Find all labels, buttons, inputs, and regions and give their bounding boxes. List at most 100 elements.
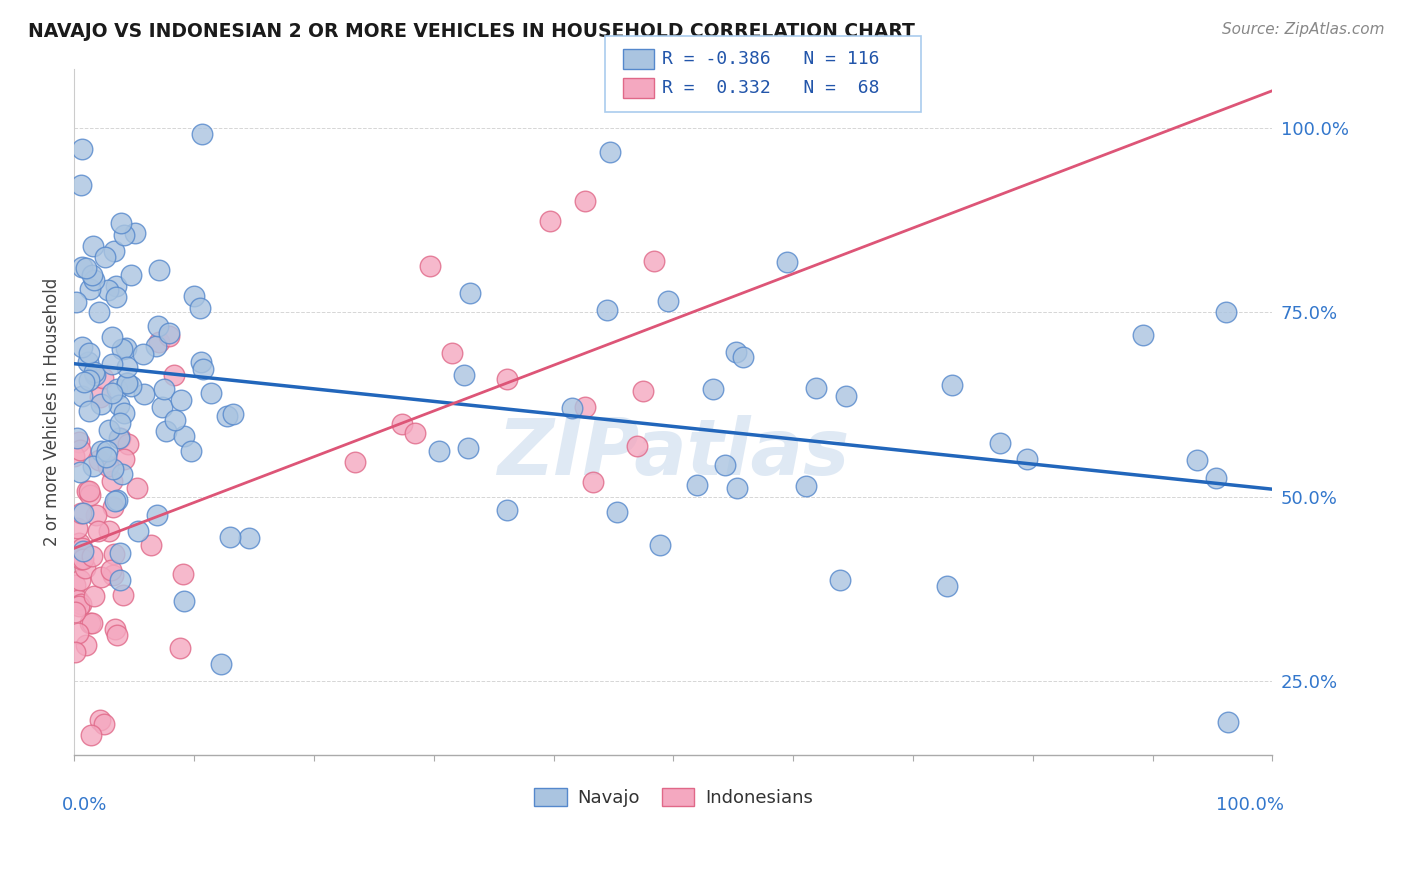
Point — [66, 593, 89, 607]
Point — [65, 295, 87, 310]
Point — [80, 729, 103, 743]
Point — [100, 563, 122, 577]
Point — [441, 345, 464, 359]
Point — [117, 437, 139, 451]
Point — [650, 538, 672, 552]
Point — [657, 293, 679, 308]
Point — [79, 615, 101, 630]
Point — [90, 443, 112, 458]
Point — [79, 488, 101, 502]
Point — [77, 355, 100, 369]
Point — [419, 259, 441, 273]
Point — [188, 301, 211, 315]
Point — [148, 335, 170, 350]
Point — [63, 578, 86, 592]
Point — [67, 536, 90, 550]
Point — [169, 640, 191, 655]
Point — [115, 359, 138, 374]
Point — [988, 436, 1011, 450]
Point — [776, 254, 799, 268]
Point — [404, 426, 426, 441]
Point — [79, 403, 101, 417]
Point — [1216, 714, 1239, 729]
Point — [75, 561, 97, 575]
Point — [190, 355, 212, 369]
Point — [238, 531, 260, 545]
Point — [97, 524, 120, 538]
Point — [105, 493, 128, 508]
Point — [98, 423, 121, 437]
Point — [1215, 305, 1237, 319]
Point — [496, 372, 519, 386]
Point — [63, 645, 86, 659]
Point — [643, 253, 665, 268]
Point — [108, 573, 131, 587]
Point — [132, 347, 155, 361]
Point — [90, 397, 112, 411]
Point — [626, 439, 648, 453]
Point — [91, 370, 114, 384]
Point — [713, 458, 735, 473]
Text: R =  0.332   N =  68: R = 0.332 N = 68 — [662, 79, 880, 97]
Point — [124, 226, 146, 240]
Point — [453, 368, 475, 382]
Point — [103, 244, 125, 259]
Point — [173, 594, 195, 608]
Point — [458, 285, 481, 300]
Point — [134, 387, 156, 401]
Point — [101, 357, 124, 371]
Point — [193, 362, 215, 376]
Point — [83, 365, 105, 379]
Point — [70, 178, 93, 192]
Point — [209, 657, 232, 672]
Point — [80, 616, 103, 631]
Point — [75, 638, 97, 652]
Point — [606, 505, 628, 519]
Point — [72, 142, 94, 156]
Point — [561, 401, 583, 415]
Point — [127, 481, 149, 495]
Point — [117, 376, 139, 390]
Point — [190, 127, 212, 141]
Point — [83, 273, 105, 287]
Point — [70, 341, 93, 355]
Point — [150, 400, 173, 414]
Point — [427, 443, 450, 458]
Point — [111, 467, 134, 481]
Point — [66, 626, 89, 640]
Point — [82, 459, 104, 474]
Point — [111, 343, 134, 357]
Point — [936, 579, 959, 593]
Point — [806, 381, 828, 395]
Point — [89, 713, 111, 727]
Point — [105, 628, 128, 642]
Point — [77, 346, 100, 360]
Point — [108, 431, 131, 445]
Point — [215, 409, 238, 424]
Point — [87, 305, 110, 319]
Point — [1015, 452, 1038, 467]
Point — [148, 263, 170, 277]
Point — [104, 622, 127, 636]
Point — [97, 283, 120, 297]
Point — [183, 289, 205, 303]
Point — [538, 214, 561, 228]
Point — [107, 398, 129, 412]
Point — [686, 478, 709, 492]
Point — [120, 268, 142, 282]
Point — [75, 261, 97, 276]
Point — [79, 282, 101, 296]
Point — [112, 227, 135, 242]
Point — [574, 194, 596, 209]
Point — [391, 417, 413, 431]
Point — [89, 390, 111, 404]
Point — [101, 568, 124, 582]
Point — [110, 216, 132, 230]
Point — [1132, 327, 1154, 342]
Point — [72, 544, 94, 558]
Point — [84, 508, 107, 523]
Point — [828, 573, 851, 587]
Point — [1205, 470, 1227, 484]
Point — [159, 326, 181, 341]
Point — [93, 716, 115, 731]
